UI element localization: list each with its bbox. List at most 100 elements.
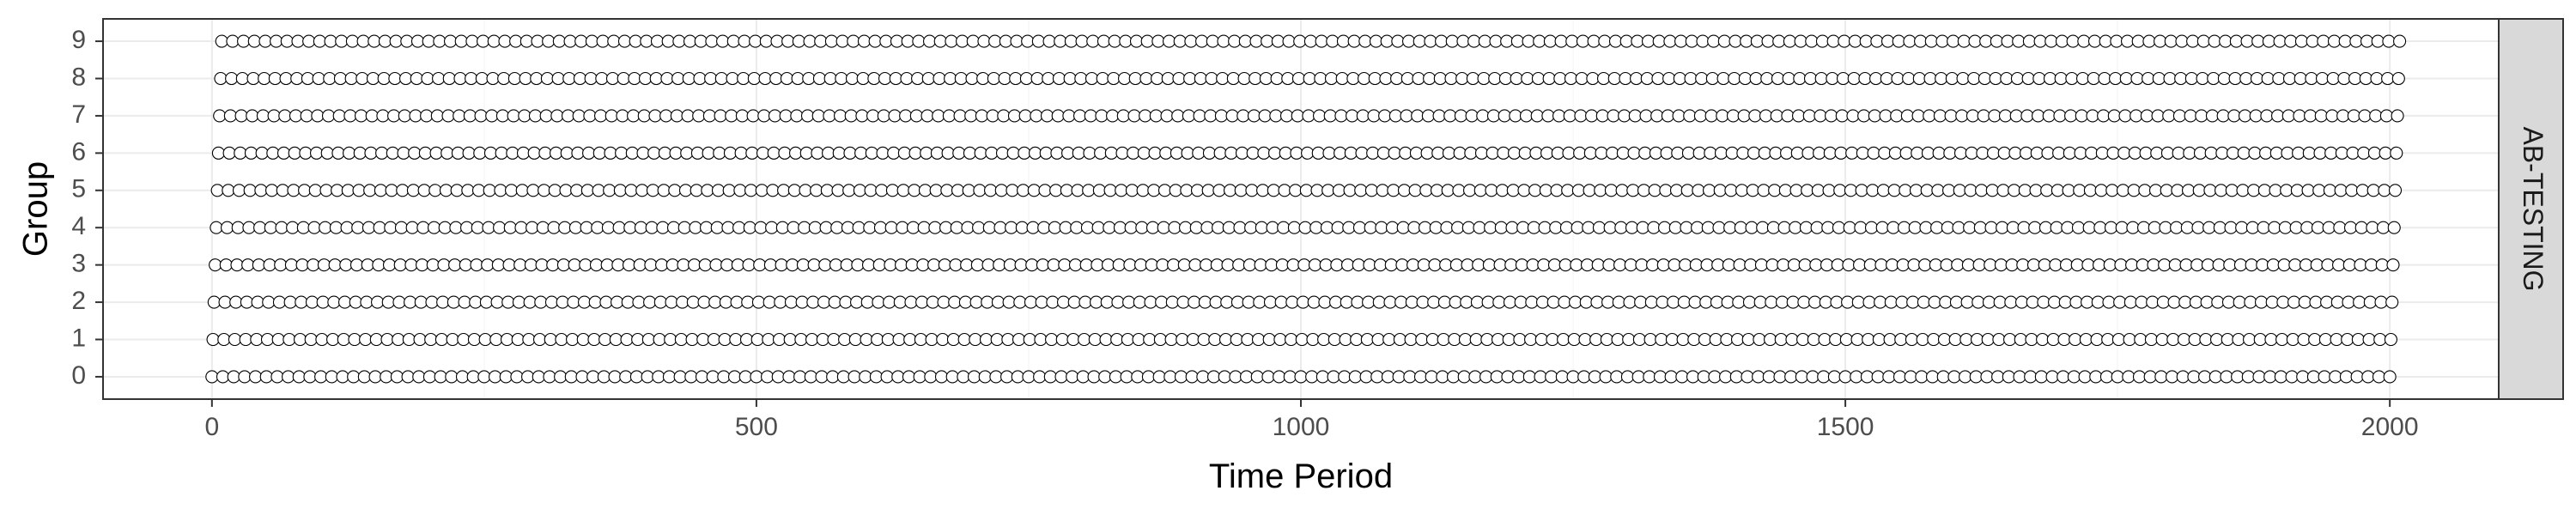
data-point — [1498, 109, 1511, 123]
data-point — [1801, 146, 1815, 160]
data-point — [455, 370, 470, 384]
data-point — [2059, 258, 2074, 272]
data-point — [1996, 221, 2009, 234]
data-point — [2221, 332, 2234, 347]
data-point — [1066, 370, 1079, 384]
data-point — [1177, 258, 1191, 272]
data-point — [1945, 71, 1959, 86]
data-point — [1819, 295, 1832, 309]
data-point — [429, 146, 443, 160]
data-point — [312, 71, 325, 86]
data-point — [260, 332, 275, 347]
data-point — [546, 258, 560, 272]
data-point — [2370, 71, 2384, 86]
data-point — [1538, 221, 1552, 234]
data-point — [2306, 370, 2320, 384]
data-point — [625, 146, 639, 160]
data-point — [1738, 71, 1752, 86]
data-point — [1250, 370, 1264, 384]
y-tick-label: 2 — [71, 287, 86, 315]
data-point — [443, 34, 458, 48]
data-point — [2099, 370, 2113, 384]
data-point — [2022, 34, 2036, 48]
y-tick-label: 5 — [71, 175, 86, 203]
data-point — [756, 146, 770, 160]
data-point — [1977, 109, 1990, 123]
data-point — [596, 34, 610, 48]
data-point — [1587, 34, 1601, 48]
data-point — [1590, 295, 1604, 309]
data-point — [778, 146, 792, 160]
data-point — [2355, 184, 2370, 197]
data-point — [226, 34, 240, 48]
data-point — [1766, 221, 1780, 234]
data-point — [575, 370, 589, 384]
data-point — [2064, 109, 2078, 123]
data-point — [1286, 258, 1300, 272]
data-point — [700, 221, 714, 234]
data-point — [1991, 370, 2005, 384]
data-point — [1463, 184, 1477, 197]
data-point — [591, 221, 605, 234]
data-point — [1356, 109, 1370, 123]
data-point — [1029, 146, 1042, 160]
data-point — [1448, 332, 1461, 347]
data-point — [1857, 109, 1871, 123]
data-point — [1366, 146, 1380, 160]
data-point — [707, 332, 721, 347]
data-point — [276, 146, 291, 160]
data-point — [2391, 71, 2405, 86]
data-point — [1346, 109, 1359, 123]
data-point — [1944, 109, 1958, 123]
data-point — [2184, 71, 2198, 86]
data-point — [984, 184, 998, 197]
data-point — [738, 34, 751, 48]
data-point — [600, 258, 614, 272]
data-point — [1482, 258, 1496, 272]
data-point — [920, 109, 934, 123]
data-point — [1412, 71, 1425, 86]
data-point — [831, 184, 845, 197]
data-point — [730, 295, 744, 309]
data-point — [409, 109, 422, 123]
data-point — [1172, 71, 1186, 86]
data-point — [1650, 109, 1664, 123]
data-point — [1217, 34, 1230, 48]
data-point — [1003, 258, 1017, 272]
data-point — [1195, 34, 1209, 48]
data-point — [945, 370, 959, 384]
data-point — [1101, 258, 1115, 272]
data-point — [1308, 258, 1322, 272]
data-point — [345, 34, 359, 48]
data-point — [1027, 184, 1041, 197]
data-point — [2164, 34, 2178, 48]
data-point — [850, 295, 864, 309]
data-point — [2326, 71, 2340, 86]
data-point — [939, 221, 953, 234]
data-point — [1713, 184, 1727, 197]
data-point — [787, 184, 801, 197]
data-point — [1074, 71, 1088, 86]
data-point — [2235, 221, 2249, 234]
data-point — [270, 34, 283, 48]
data-point — [2333, 221, 2347, 234]
data-point — [895, 258, 908, 272]
data-point — [2009, 109, 2023, 123]
data-point — [1625, 221, 1639, 234]
data-point — [2160, 184, 2173, 197]
data-point — [1076, 370, 1090, 384]
data-point — [454, 34, 468, 48]
data-point — [1566, 370, 1580, 384]
data-point — [1485, 146, 1499, 160]
data-point — [1837, 71, 1850, 86]
data-point — [878, 71, 892, 86]
data-point — [1832, 221, 1846, 234]
data-point — [1481, 295, 1495, 309]
data-point — [2050, 184, 2064, 197]
data-point — [1640, 71, 1654, 86]
data-point — [1757, 184, 1771, 197]
data-point — [1714, 146, 1728, 160]
data-point — [440, 146, 454, 160]
data-point — [836, 370, 850, 384]
data-point — [1953, 184, 1966, 197]
